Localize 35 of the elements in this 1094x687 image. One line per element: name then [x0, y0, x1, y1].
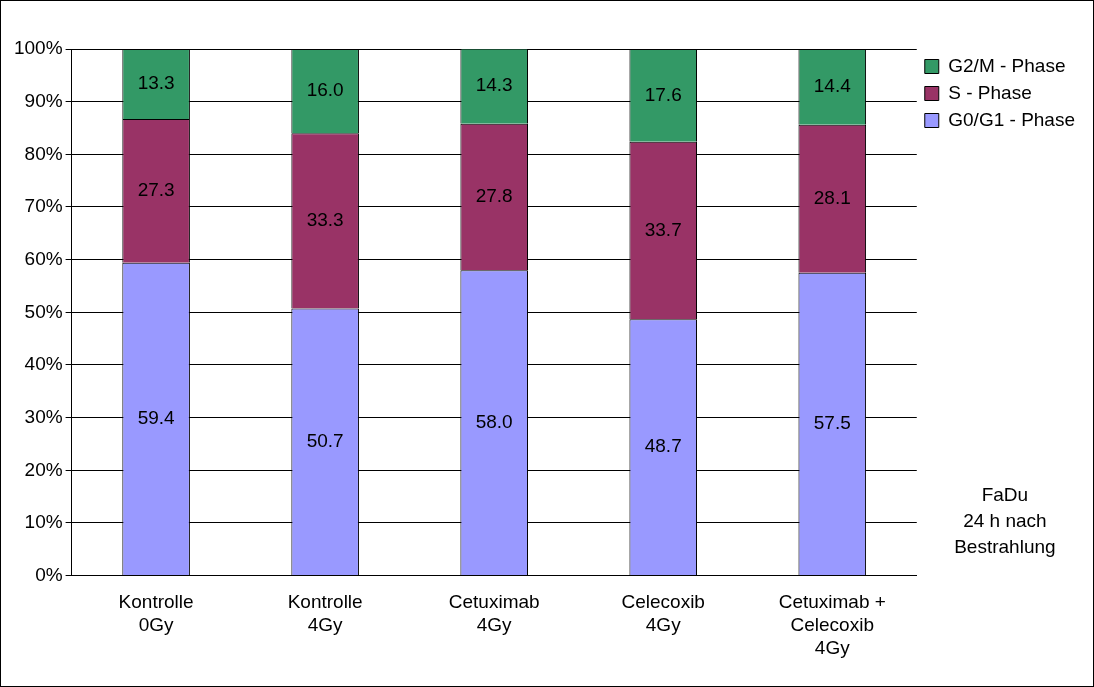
data-label: 13.3 [137, 72, 175, 94]
data-label: 57.5 [813, 412, 851, 434]
data-label: 27.3 [137, 179, 175, 201]
text: FaDu 24 h nach Bestrahlung [954, 483, 1056, 557]
y-tick-label: 60% [24, 247, 63, 269]
data-label: 59.4 [137, 407, 176, 429]
y-tick-label: 0% [35, 563, 63, 585]
data-label: 17.6 [644, 83, 682, 105]
y-tick-label: 40% [24, 353, 63, 375]
x-tick-label: Cetuximab + Celecoxib 4Gy [778, 591, 886, 658]
y-tick-label: 100% [13, 37, 63, 59]
data-label: 14.4 [813, 75, 852, 97]
legend-label: G0/G1 - Phase [948, 108, 1076, 130]
x-tick-label: Kontrolle 0Gy [118, 591, 194, 636]
x-tick-label: Cetuximab 4Gy [448, 591, 540, 636]
y-tick-label: 20% [24, 458, 63, 480]
data-label: 16.0 [306, 79, 344, 101]
y-tick-label: 50% [24, 300, 63, 322]
y-tick-label: 90% [24, 89, 63, 111]
data-label: 14.3 [475, 74, 513, 96]
x-tick-label: Kontrolle 4Gy [287, 591, 363, 636]
y-tick-label: 30% [24, 405, 63, 427]
data-label: 48.7 [644, 435, 682, 457]
data-label: 28.1 [813, 187, 851, 209]
data-label: 50.7 [306, 430, 344, 452]
y-tick-label: 80% [24, 142, 63, 164]
data-label: 58.0 [475, 410, 513, 432]
data-label: 33.3 [306, 209, 344, 231]
data-label: 33.7 [644, 218, 682, 240]
legend-label: S - Phase [948, 81, 1032, 103]
x-tick-label: Celecoxib 4Gy [621, 591, 705, 636]
legend-label: G2/M - Phase [948, 54, 1066, 76]
y-tick-label: 10% [24, 511, 63, 533]
y-tick-label: 70% [24, 195, 63, 217]
data-label: 27.8 [475, 185, 513, 207]
